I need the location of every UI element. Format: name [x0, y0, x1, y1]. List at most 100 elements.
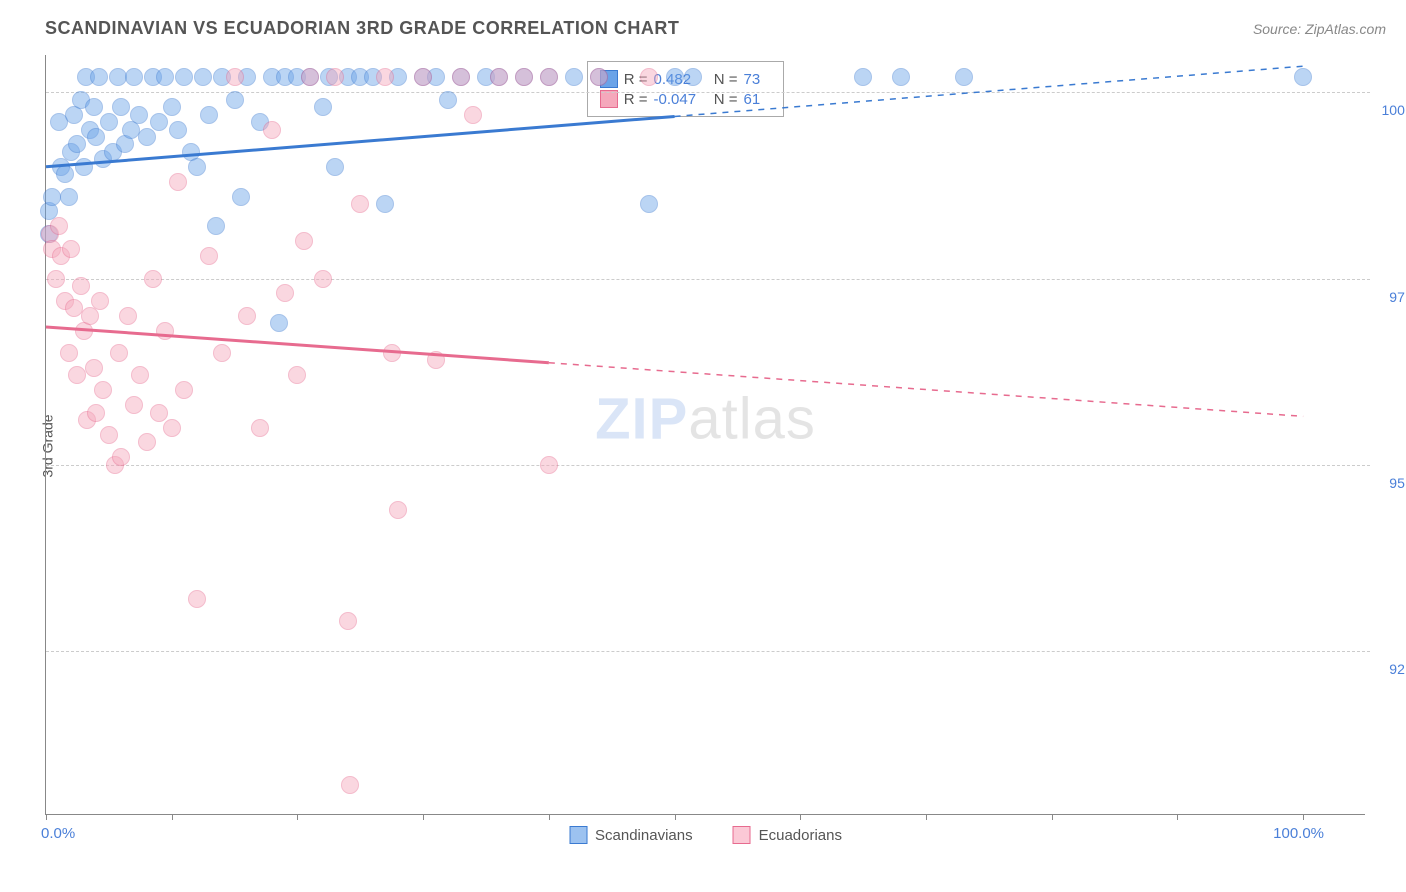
- scatter-point: [490, 68, 508, 86]
- scatter-point: [414, 68, 432, 86]
- bottom-legend-label: Scandinavians: [595, 827, 693, 844]
- legend-swatch: [733, 826, 751, 844]
- scatter-point: [50, 217, 68, 235]
- scatter-point: [376, 195, 394, 213]
- scatter-point: [175, 68, 193, 86]
- scatter-point: [100, 426, 118, 444]
- scatter-point: [156, 322, 174, 340]
- scatter-point: [376, 68, 394, 86]
- scatter-point: [188, 158, 206, 176]
- scatter-point: [60, 188, 78, 206]
- scatter-point: [85, 359, 103, 377]
- scatter-point: [125, 68, 143, 86]
- gridline-h: [46, 279, 1370, 280]
- scatter-point: [150, 404, 168, 422]
- scatter-point: [270, 314, 288, 332]
- scatter-point: [125, 396, 143, 414]
- x-tick: [1052, 814, 1053, 820]
- scatter-point: [427, 351, 445, 369]
- gridline-h: [46, 651, 1370, 652]
- scatter-point: [68, 135, 86, 153]
- scatter-point: [100, 113, 118, 131]
- scatter-point: [169, 173, 187, 191]
- scatter-point: [339, 612, 357, 630]
- scatter-point: [112, 98, 130, 116]
- scatter-point: [200, 247, 218, 265]
- scatter-point: [94, 381, 112, 399]
- bottom-legend-item: Scandinavians: [569, 826, 693, 844]
- scatter-point: [207, 217, 225, 235]
- scatter-point: [87, 404, 105, 422]
- x-tick: [46, 814, 47, 820]
- scatter-point: [175, 381, 193, 399]
- x-tick: [1303, 814, 1304, 820]
- scatter-point: [43, 188, 61, 206]
- scatter-point: [314, 270, 332, 288]
- legend-n-value: 73: [743, 71, 771, 88]
- scatter-point: [188, 590, 206, 608]
- x-tick: [172, 814, 173, 820]
- scatter-point: [81, 307, 99, 325]
- x-tick-label: 100.0%: [1273, 825, 1324, 842]
- scatter-point: [232, 188, 250, 206]
- x-tick: [1177, 814, 1178, 820]
- scatter-point: [263, 121, 281, 139]
- scatter-point: [156, 68, 174, 86]
- title-bar: SCANDINAVIAN VS ECUADORIAN 3RD GRADE COR…: [45, 18, 1386, 39]
- scatter-point: [68, 366, 86, 384]
- y-tick-label: 95.0%: [1389, 475, 1406, 491]
- scatter-point: [47, 270, 65, 288]
- x-tick-label: 0.0%: [41, 825, 75, 842]
- scatter-point: [439, 91, 457, 109]
- scatter-point: [640, 68, 658, 86]
- scatter-point: [85, 98, 103, 116]
- scatter-point: [540, 68, 558, 86]
- scatter-point: [351, 195, 369, 213]
- scatter-point: [131, 366, 149, 384]
- gridline-h: [46, 92, 1370, 93]
- scatter-point: [515, 68, 533, 86]
- scatter-point: [163, 419, 181, 437]
- scatter-point: [138, 433, 156, 451]
- scatter-point: [144, 270, 162, 288]
- scatter-point: [452, 68, 470, 86]
- bottom-legend-item: Ecuadorians: [733, 826, 842, 844]
- scatter-point: [383, 344, 401, 362]
- scatter-point: [341, 776, 359, 794]
- scatter-point: [138, 128, 156, 146]
- scatter-point: [389, 501, 407, 519]
- bottom-legend: Scandinavians Ecuadorians: [569, 826, 842, 844]
- source-label: Source: ZipAtlas.com: [1253, 21, 1386, 37]
- scatter-point: [540, 456, 558, 474]
- scatter-point: [163, 98, 181, 116]
- scatter-point: [226, 91, 244, 109]
- legend-swatch: [569, 826, 587, 844]
- gridline-h: [46, 465, 1370, 466]
- scatter-point: [112, 448, 130, 466]
- trend-line: [46, 55, 1366, 815]
- scatter-point: [150, 113, 168, 131]
- scatter-point: [464, 106, 482, 124]
- scatter-point: [194, 68, 212, 86]
- scatter-point: [684, 68, 702, 86]
- chart-container: SCANDINAVIAN VS ECUADORIAN 3RD GRADE COR…: [0, 0, 1406, 892]
- scatter-point: [590, 68, 608, 86]
- x-tick: [675, 814, 676, 820]
- y-tick-label: 100.0%: [1382, 102, 1406, 118]
- y-tick-label: 97.5%: [1389, 289, 1406, 305]
- scatter-point: [666, 68, 684, 86]
- scatter-point: [565, 68, 583, 86]
- scatter-point: [955, 68, 973, 86]
- stats-legend: R =0.482 N =73R =-0.047 N =61: [587, 61, 785, 117]
- scatter-point: [226, 68, 244, 86]
- scatter-point: [169, 121, 187, 139]
- scatter-point: [251, 419, 269, 437]
- scatter-point: [326, 68, 344, 86]
- x-tick: [926, 814, 927, 820]
- scatter-point: [130, 106, 148, 124]
- scatter-point: [62, 240, 80, 258]
- scatter-point: [326, 158, 344, 176]
- scatter-point: [276, 284, 294, 302]
- watermark-atlas: atlas: [688, 387, 816, 452]
- scatter-point: [854, 68, 872, 86]
